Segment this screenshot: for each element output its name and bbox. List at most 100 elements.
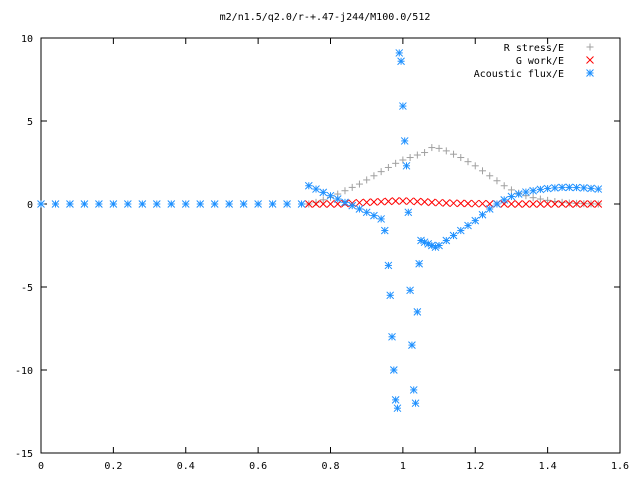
data-point <box>399 102 407 110</box>
data-point <box>543 200 552 208</box>
data-point <box>406 197 414 206</box>
series-1 <box>305 144 602 208</box>
chart-title: m2/n1.5/q2.0/r-+.47-j244/M100.0/512 <box>220 12 431 23</box>
data-point <box>551 200 559 208</box>
data-point <box>464 199 472 208</box>
data-point <box>536 195 544 203</box>
data-point <box>486 172 494 180</box>
data-point <box>362 208 371 217</box>
data-point <box>377 197 386 206</box>
data-point <box>442 199 451 207</box>
series-3 <box>37 49 603 413</box>
data-point <box>326 200 335 208</box>
data-point <box>587 184 595 193</box>
data-point <box>565 183 574 192</box>
data-point <box>370 198 378 206</box>
data-point <box>415 259 424 268</box>
data-point <box>408 341 416 349</box>
data-point <box>312 185 320 193</box>
data-point <box>413 308 422 316</box>
data-point <box>395 49 404 57</box>
data-point <box>297 200 306 208</box>
data-point <box>507 200 516 208</box>
data-point <box>572 200 581 208</box>
data-point <box>565 199 573 207</box>
data-point <box>341 198 349 207</box>
data-point <box>478 199 487 208</box>
data-point <box>37 200 45 208</box>
plot-frame <box>40 37 621 454</box>
data-point <box>181 200 190 208</box>
data-point <box>196 200 205 208</box>
data-point <box>428 144 436 152</box>
x-tick-label: 1.4 <box>539 461 557 472</box>
data-point <box>543 184 552 193</box>
data-point <box>239 200 248 208</box>
data-point <box>471 162 479 170</box>
data-point <box>304 181 313 190</box>
x-tick-label: 0.8 <box>321 461 339 472</box>
data-point <box>478 210 487 219</box>
data-point <box>399 197 407 205</box>
data-point <box>544 196 552 204</box>
legend-label: R stress/E <box>504 43 564 54</box>
data-point <box>500 182 508 190</box>
legend-label: G work/E <box>516 56 564 67</box>
data-point <box>471 199 480 208</box>
x-tick-label: 0.2 <box>104 461 122 472</box>
y-tick-label: 10 <box>21 34 33 45</box>
data-point <box>406 286 414 295</box>
data-point <box>565 200 574 208</box>
data-point <box>254 200 262 208</box>
data-point <box>558 200 566 208</box>
data-point <box>450 150 458 158</box>
data-point <box>507 186 515 194</box>
data-point <box>391 396 400 404</box>
data-point <box>456 199 465 208</box>
data-point <box>514 200 523 208</box>
data-point <box>493 200 501 208</box>
data-point <box>435 241 443 250</box>
data-point <box>594 200 603 208</box>
data-point <box>558 183 566 192</box>
data-point <box>123 200 132 208</box>
data-point <box>400 137 409 145</box>
data-point <box>377 215 386 223</box>
data-point <box>594 185 603 193</box>
data-point <box>384 163 392 171</box>
data-point <box>348 183 356 191</box>
data-point <box>579 184 588 192</box>
data-point <box>522 200 530 208</box>
data-point <box>152 200 161 208</box>
data-point <box>413 151 421 159</box>
data-point <box>427 198 436 207</box>
legend-marker <box>586 69 594 77</box>
data-point <box>579 200 588 208</box>
y-tick-label: -15 <box>15 449 33 460</box>
data-point <box>80 200 89 208</box>
data-point <box>420 197 429 206</box>
data-point <box>536 185 545 194</box>
data-point <box>312 200 320 208</box>
legend-marker <box>586 56 594 64</box>
data-point <box>319 200 328 208</box>
x-tick-label: 0.4 <box>177 461 195 472</box>
x-tick-label: 1.6 <box>611 461 629 472</box>
data-point <box>355 180 363 188</box>
data-point <box>312 198 320 206</box>
data-point <box>500 195 509 204</box>
data-point <box>355 198 364 207</box>
data-point <box>413 197 422 206</box>
data-point <box>456 226 465 235</box>
legend-marker <box>586 43 594 51</box>
data-point <box>380 226 389 235</box>
data-point <box>319 196 327 204</box>
data-point <box>225 200 234 208</box>
data-point <box>377 168 385 176</box>
data-point <box>109 200 118 208</box>
y-tick-label: -10 <box>15 366 33 377</box>
data-point <box>384 261 393 270</box>
data-point <box>333 195 342 203</box>
data-point <box>411 399 420 408</box>
data-point <box>348 201 357 210</box>
